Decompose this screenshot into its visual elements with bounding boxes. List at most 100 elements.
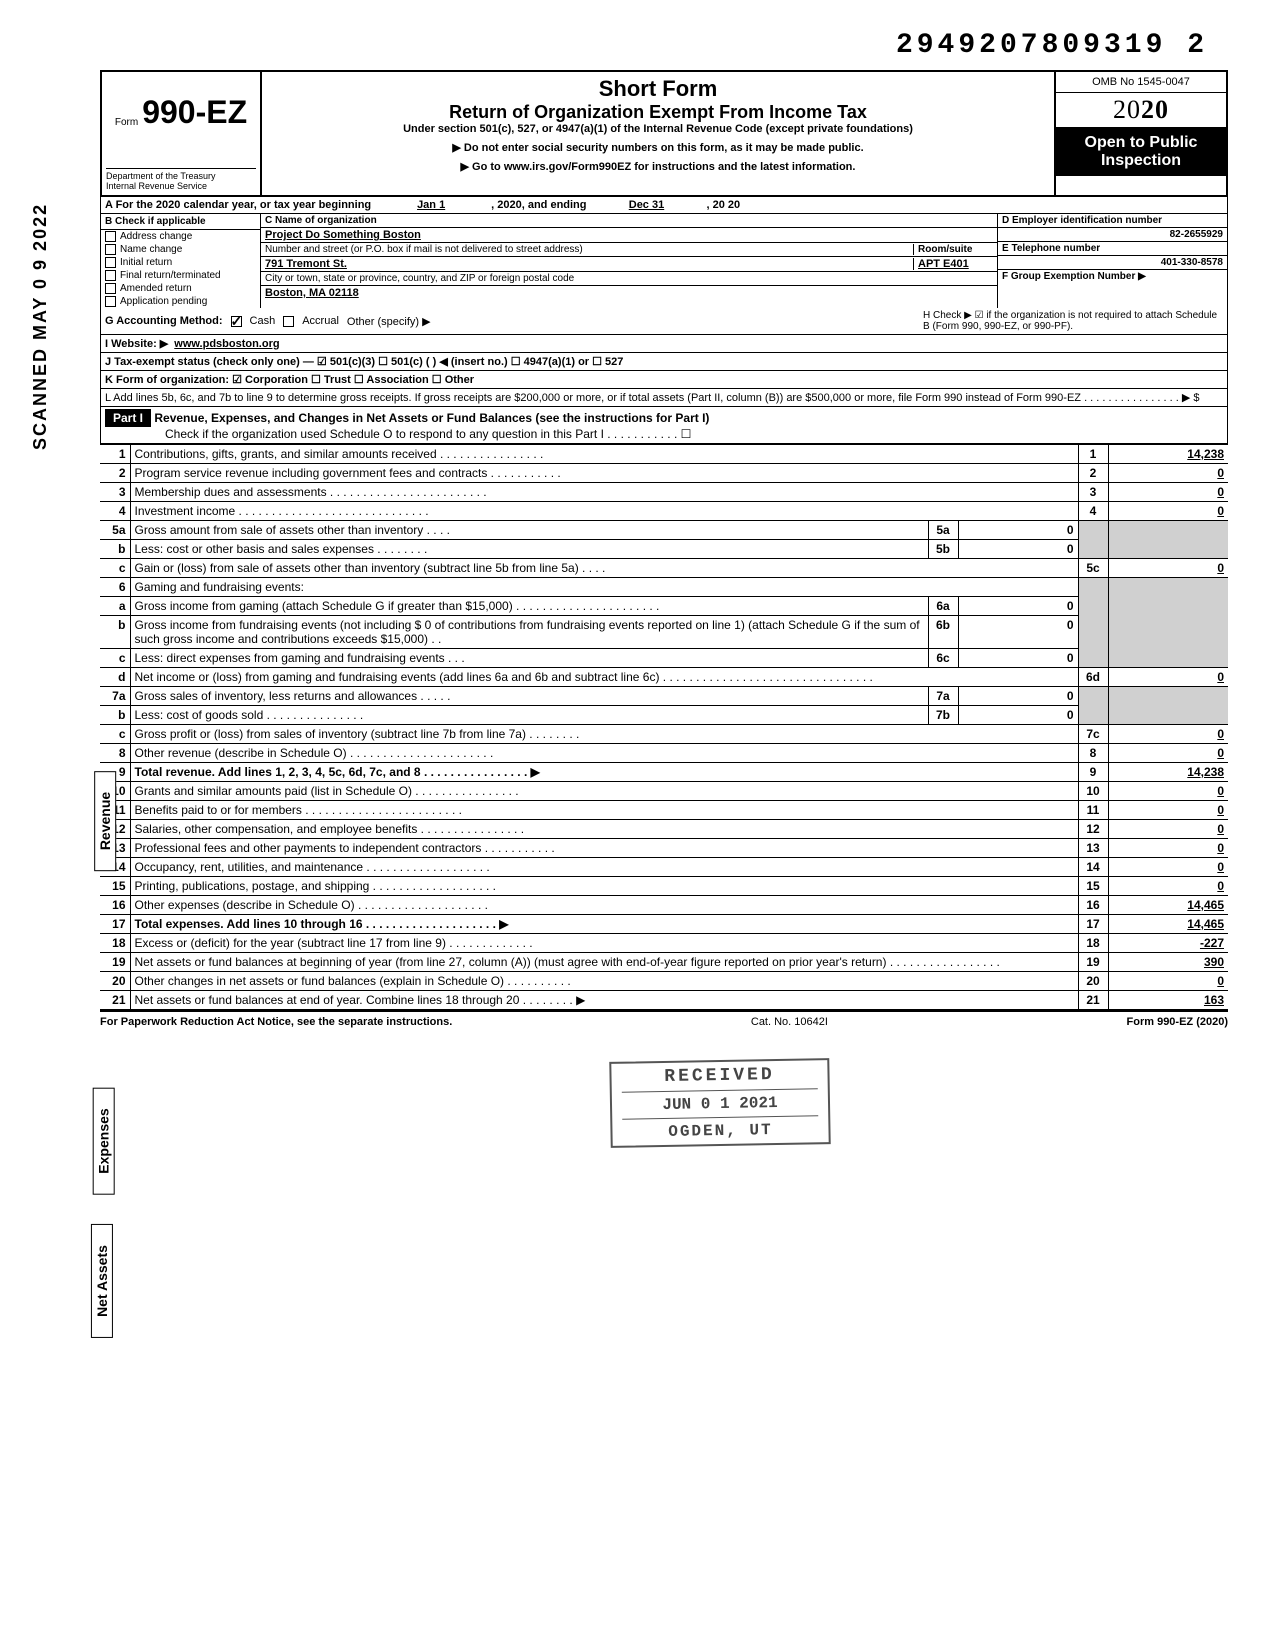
checkbox-icon [105,231,116,242]
line-4: 4Investment income . . . . . . . . . . .… [100,502,1228,521]
accrual-label: Accrual [302,315,339,327]
dln-number: 2949207809319 2 [896,30,1208,61]
title-short: Short Form [270,76,1046,102]
form-header: Form 990-EZ Department of the Treasury I… [100,70,1228,197]
page-footer: For Paperwork Reduction Act Notice, see … [100,1010,1228,1032]
row-i-website: I Website: ▶ www.pdsboston.org [100,335,1228,353]
line-19: 19Net assets or fund balances at beginni… [100,953,1228,972]
line-7a: 7aGross sales of inventory, less returns… [100,687,1228,706]
line-5b: bLess: cost or other basis and sales exp… [100,540,1228,559]
year-end: Dec 31 [587,199,707,211]
chk-final-return[interactable]: Final return/terminated [101,269,260,282]
title-main: Return of Organization Exempt From Incom… [270,102,1046,123]
org-name: Project Do Something Boston [265,229,421,241]
line-21: 21Net assets or fund balances at end of … [100,991,1228,1010]
tax-exempt-status: J Tax-exempt status (check only one) — ☑… [105,355,623,368]
footer-paperwork: For Paperwork Reduction Act Notice, see … [100,1016,452,1028]
website-label: I Website: ▶ [105,337,168,350]
row-l-text: L Add lines 5b, 6c, and 7b to line 9 to … [105,391,1200,404]
line-15: 15Printing, publications, postage, and s… [100,877,1228,896]
line-8: 8Other revenue (describe in Schedule O) … [100,744,1228,763]
cash-label: Cash [250,315,276,327]
year-bold: 20 [1141,95,1169,124]
line-14: 14Occupancy, rent, utilities, and mainte… [100,858,1228,877]
checkbox-icon [105,283,116,294]
phone-label: E Telephone number [998,242,1227,256]
section-b-c-d: B Check if applicable Address change Nam… [100,214,1228,308]
column-c: C Name of organization Project Do Someth… [261,214,997,308]
line-6c: cLess: direct expenses from gaming and f… [100,649,1228,668]
line-1: 1Contributions, gifts, grants, and simil… [100,445,1228,464]
website-value: www.pdsboston.org [174,338,279,350]
line-5a: 5aGross amount from sale of assets other… [100,521,1228,540]
expenses-section-label: Expenses [93,1087,115,1194]
other-label: Other (specify) ▶ [347,315,431,328]
ein-label: D Employer identification number [998,214,1227,228]
revenue-section-label: Revenue [94,771,116,871]
part-1-title: Revenue, Expenses, and Changes in Net As… [154,411,709,425]
checkbox-accrual-icon[interactable] [283,316,294,327]
title-warn: ▶ Do not enter social security numbers o… [270,141,1046,154]
chk-label: Initial return [120,257,172,268]
line-2: 2Program service revenue including gover… [100,464,1228,483]
ein-value: 82-2655929 [998,228,1227,242]
line-7c: cGross profit or (loss) from sales of in… [100,725,1228,744]
column-d-e-f: D Employer identification number 82-2655… [997,214,1227,308]
street-val: 791 Tremont St. [265,258,913,270]
room-val: APT E401 [913,258,993,270]
chk-label: Address change [120,231,192,242]
chk-name-change[interactable]: Name change [101,243,260,256]
lines-table: 1Contributions, gifts, grants, and simil… [100,444,1228,1010]
title-under: Under section 501(c), 527, or 4947(a)(1)… [270,123,1046,135]
line-5c: cGain or (loss) from sale of assets othe… [100,559,1228,578]
row-g-h: G Accounting Method: Cash Accrual Other … [100,308,1228,335]
row-j-tax-exempt: J Tax-exempt status (check only one) — ☑… [100,353,1228,371]
stamp-received: RECEIVED [621,1064,817,1087]
chk-label: Application pending [120,296,207,307]
open-to-public: Open to Public Inspection [1056,128,1226,176]
dept-line-1: Department of the Treasury [106,171,256,181]
chk-label: Name change [120,244,182,255]
line-6b: bGross income from fundraising events (n… [100,616,1228,649]
chk-address-change[interactable]: Address change [101,230,260,243]
street-label: Number and street (or P.O. box if mail i… [265,244,913,255]
stamp-date: JUN 0 1 2021 [622,1088,818,1119]
omb-cell: OMB No 1545-0047 2020 Open to Public Ins… [1056,72,1226,195]
dept-line-2: Internal Revenue Service [106,181,256,191]
omb-number: OMB No 1545-0047 [1056,72,1226,93]
line-13: 13Professional fees and other payments t… [100,839,1228,858]
stamp-location: OGDEN, UT [622,1120,818,1141]
row-k-form-of-org: K Form of organization: ☑ Corporation ☐ … [100,371,1228,389]
chk-application-pending[interactable]: Application pending [101,295,260,308]
chk-initial-return[interactable]: Initial return [101,256,260,269]
checkbox-cash-icon[interactable] [231,316,242,327]
title-goto: ▶ Go to www.irs.gov/Form990EZ for instru… [270,160,1046,173]
row-a-tax-year: A For the 2020 calendar year, or tax yea… [100,197,1228,214]
name-label: C Name of organization [265,215,377,226]
row-h-schedule-b: H Check ▶ ☑ if the organization is not r… [923,310,1223,332]
line-6d: dNet income or (loss) from gaming and fu… [100,668,1228,687]
form-number-cell: Form 990-EZ Department of the Treasury I… [102,72,262,195]
row-a-mid: , 2020, and ending [491,199,586,211]
chk-amended-return[interactable]: Amended return [101,282,260,295]
line-6a: aGross income from gaming (attach Schedu… [100,597,1228,616]
checkbox-icon [105,257,116,268]
part-1-check: Check if the organization used Schedule … [105,427,1223,441]
room-label: Room/suite [913,244,993,255]
phone-value: 401-330-8578 [998,256,1227,270]
checkbox-icon [105,270,116,281]
footer-form: Form 990-EZ (2020) [1127,1016,1228,1028]
chk-label: Final return/terminated [120,270,221,281]
line-9: 9Total revenue. Add lines 1, 2, 3, 4, 5c… [100,763,1228,782]
footer-catno: Cat. No. 10642I [751,1016,828,1028]
column-b: B Check if applicable Address change Nam… [101,214,261,308]
col-b-header: B Check if applicable [101,214,260,230]
line-17: 17Total expenses. Add lines 10 through 1… [100,915,1228,934]
checkbox-icon [105,244,116,255]
chk-label: Amended return [120,283,192,294]
netassets-section-label: Net Assets [91,1224,113,1338]
line-16: 16Other expenses (describe in Schedule O… [100,896,1228,915]
received-stamp: RECEIVED JUN 0 1 2021 OGDEN, UT [609,1058,830,1148]
line-11: 11Benefits paid to or for members . . . … [100,801,1228,820]
row-a-suffix: , 20 20 [707,199,741,211]
